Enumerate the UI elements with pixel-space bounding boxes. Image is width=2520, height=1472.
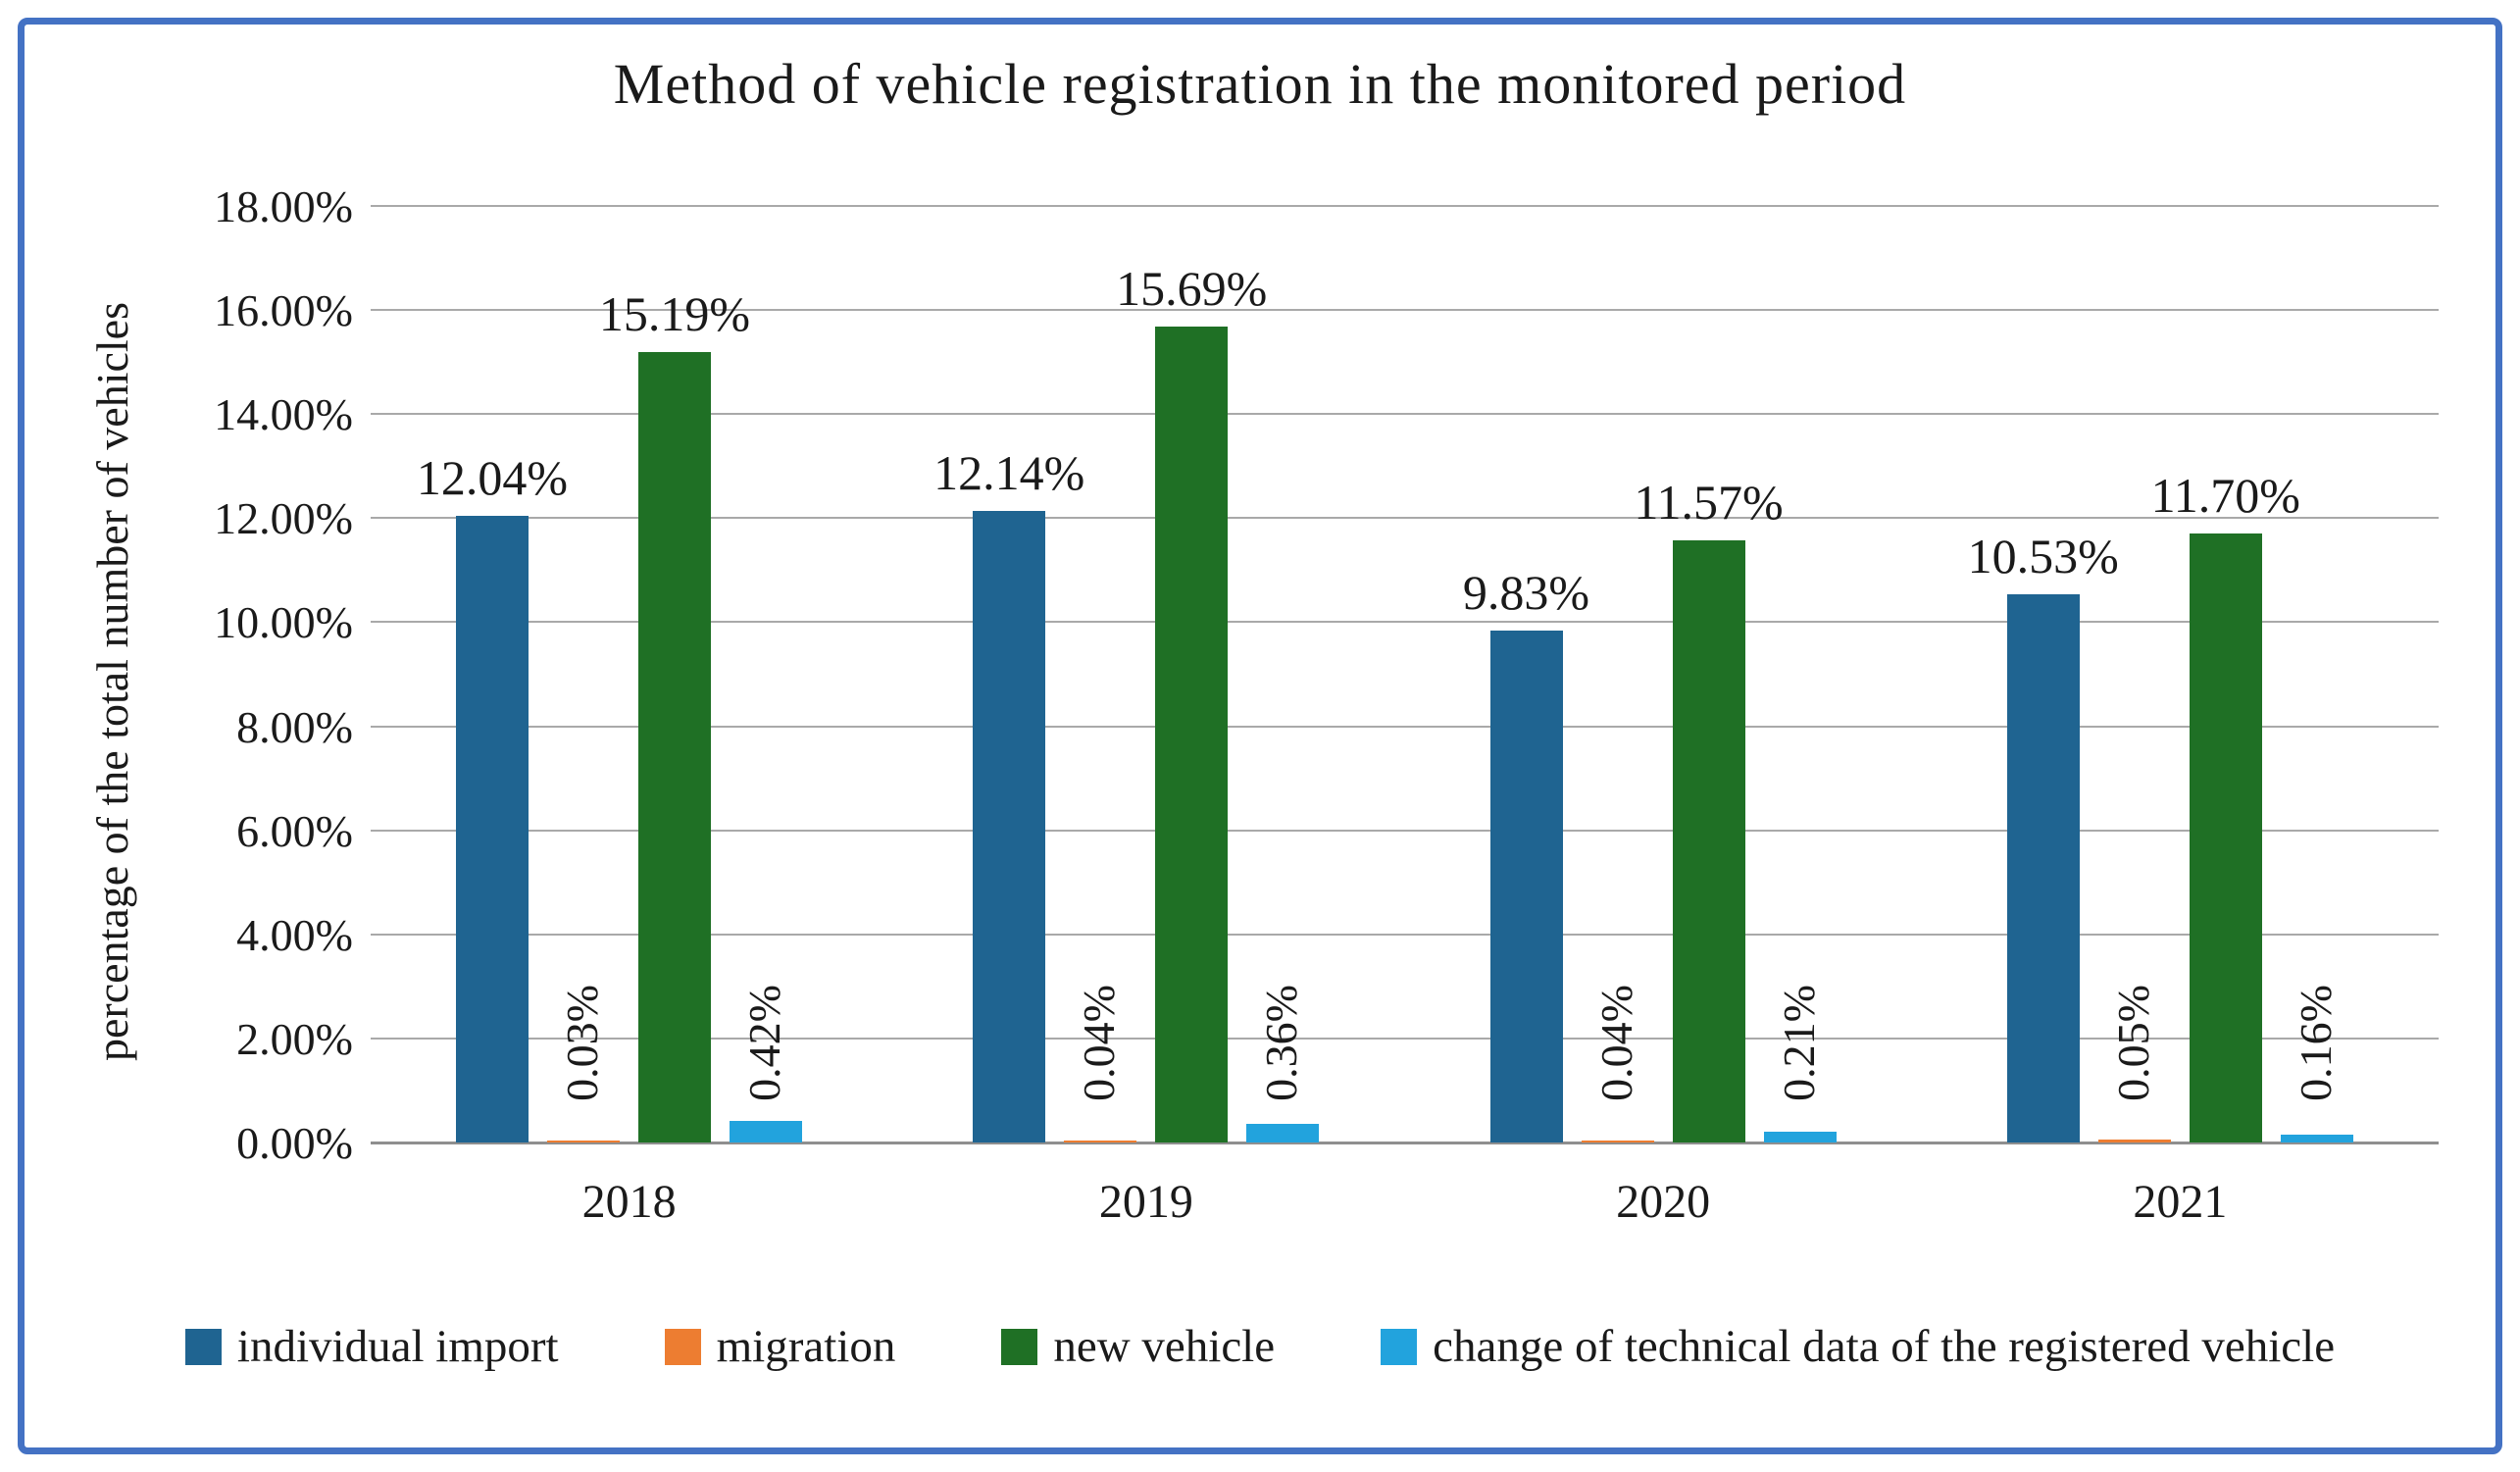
data-label: 12.04% — [416, 450, 569, 506]
data-label-rotated: 0.05% — [2107, 985, 2158, 1101]
gridline — [371, 309, 2439, 312]
x-category-label: 2019 — [1098, 1176, 1193, 1228]
bar-individual-2020 — [1489, 631, 1563, 1142]
legend-swatch-icon — [664, 1329, 701, 1366]
bar-migration-2019 — [1064, 1140, 1137, 1142]
bar-new-2018 — [638, 352, 711, 1142]
legend-label: migration — [716, 1321, 896, 1372]
legend-label: change of technical data of the register… — [1433, 1321, 2336, 1372]
x-category-label: 2020 — [1616, 1176, 1711, 1228]
x-axis-line — [371, 1142, 2439, 1144]
y-tick-label: 8.00% — [236, 701, 353, 752]
data-label-rotated: 0.36% — [1256, 985, 1307, 1101]
bar-individual-2018 — [456, 516, 529, 1142]
gridline — [371, 413, 2439, 416]
gridline — [371, 1037, 2439, 1040]
data-label: 11.70% — [2150, 468, 2300, 524]
bar-change-2018 — [730, 1120, 802, 1142]
x-category-label: 2021 — [2133, 1176, 2228, 1228]
bar-migration-2020 — [1581, 1140, 1654, 1142]
gridline — [371, 829, 2439, 832]
data-label-rotated: 0.21% — [1773, 985, 1824, 1101]
gridline — [371, 933, 2439, 936]
y-tick-label: 14.00% — [214, 389, 353, 440]
legend-swatch-icon — [1001, 1329, 1038, 1366]
y-tick-label: 12.00% — [214, 493, 353, 544]
y-tick-label: 18.00% — [214, 181, 353, 231]
gridline — [371, 517, 2439, 520]
x-category-label: 2018 — [581, 1176, 677, 1228]
legend-label: new vehicle — [1053, 1321, 1276, 1372]
bar-individual-2021 — [2006, 594, 2080, 1142]
y-tick-label: 6.00% — [236, 805, 353, 856]
y-tick-label: 4.00% — [236, 909, 353, 960]
bar-change-2021 — [2280, 1134, 2353, 1142]
data-label: 12.14% — [933, 444, 1085, 500]
data-label: 11.57% — [1634, 475, 1784, 531]
y-tick-label: 10.00% — [214, 597, 353, 648]
data-label: 9.83% — [1462, 565, 1590, 621]
bar-migration-2018 — [547, 1141, 620, 1142]
legend-swatch-icon — [184, 1329, 222, 1366]
bar-change-2020 — [1763, 1131, 1837, 1142]
y-tick-label: 0.00% — [236, 1118, 353, 1168]
gridline — [371, 621, 2439, 624]
legend: individual import migration new vehicle cha… — [39, 1321, 2481, 1373]
data-label: 15.19% — [598, 286, 751, 342]
data-label-rotated: 0.04% — [1074, 985, 1125, 1101]
legend-swatch-icon — [1381, 1329, 1418, 1366]
data-label-rotated: 0.03% — [557, 985, 607, 1101]
data-label: 10.53% — [1967, 529, 2119, 584]
data-label-rotated: 0.16% — [2290, 985, 2341, 1101]
bar-migration-2021 — [2097, 1140, 2171, 1142]
bar-new-2019 — [1155, 326, 1229, 1142]
gridline — [371, 205, 2439, 207]
legend-item: migration — [664, 1321, 896, 1373]
figure-border — [18, 18, 2502, 1454]
bar-individual-2019 — [973, 510, 1046, 1142]
bar-change-2019 — [1246, 1123, 1320, 1142]
bar-new-2020 — [1672, 540, 1745, 1142]
gridline — [371, 725, 2439, 728]
chart-title: Method of vehicle registration in the mo… — [613, 52, 1907, 116]
legend-item: change of technical data of the register… — [1381, 1321, 2336, 1373]
data-label-rotated: 0.04% — [1590, 985, 1641, 1101]
legend-item: new vehicle — [1001, 1321, 1276, 1373]
legend-item: individual import — [184, 1321, 559, 1373]
bar-new-2021 — [2189, 533, 2262, 1142]
y-tick-label: 2.00% — [236, 1013, 353, 1064]
y-tick-label: 16.00% — [214, 285, 353, 336]
y-axis-title: percentage of the total number of vehicl… — [87, 302, 137, 1062]
legend-label: individual import — [236, 1321, 559, 1372]
data-label-rotated: 0.42% — [739, 985, 789, 1101]
data-label: 15.69% — [1116, 260, 1268, 316]
